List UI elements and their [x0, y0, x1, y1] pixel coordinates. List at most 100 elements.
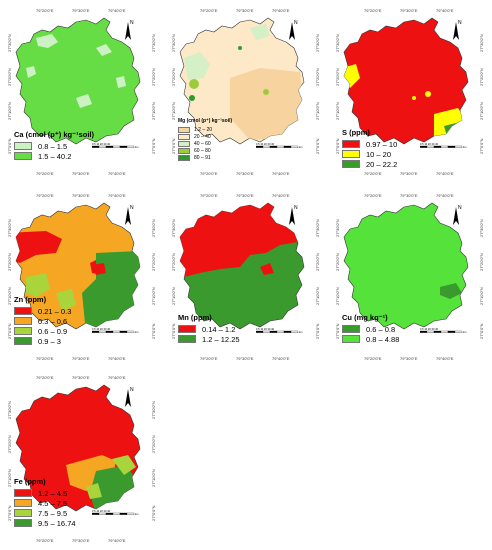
- legend-swatch: [178, 335, 196, 343]
- legend-item: 1.2 – 12.25: [178, 334, 240, 344]
- north-arrow-icon: [289, 207, 295, 225]
- longitude-label: 79°40'0"E: [108, 193, 126, 198]
- longitude-label: 79°30'0"E: [400, 356, 418, 361]
- legend-mg: Mg (cmol (p⁺) kg⁻¹soil) 1.2 – 20 20 – 40 40…: [178, 118, 232, 161]
- longitude-label: 79°20'0"E: [200, 356, 218, 361]
- legend-label: 0.14 – 1.2: [202, 324, 236, 334]
- map-panel-mn: 79°20'0"E 79°20'0"E 79°30'0"E 79°30'0"E 79°4…: [170, 193, 320, 363]
- legend-item: 0.9 – 3: [14, 336, 71, 346]
- longitude-label: 79°30'0"E: [72, 193, 90, 198]
- latitude-label: 27°20'0"N: [479, 68, 484, 86]
- svg-text:km: km: [463, 145, 466, 149]
- legend-title: Zn (ppm): [14, 295, 47, 304]
- latitude-label: 27°0'0"N: [7, 505, 12, 521]
- legend-item: 20 – 40: [178, 133, 232, 140]
- legend-item: 1.2 – 20: [178, 126, 232, 133]
- legend-title: Cu (mg kg⁻¹): [342, 313, 388, 322]
- scale-bar: 0 5 10 20 30 40 km: [92, 142, 138, 149]
- longitude-label: 79°20'0"E: [200, 193, 218, 198]
- scale-bar: 0 5 10 20 30 40 km: [92, 509, 138, 516]
- legend-label: 60 – 80: [194, 147, 211, 154]
- latitude-label: 27°30'0"N: [7, 401, 12, 419]
- longitude-label: 79°30'0"E: [236, 356, 254, 361]
- latitude-label: 27°10'0"N: [7, 287, 12, 305]
- legend-swatch: [342, 325, 360, 333]
- legend-label: 7.5 – 9.5: [38, 508, 68, 518]
- legend-swatch: [14, 509, 32, 517]
- legend-swatch: [342, 150, 360, 158]
- latitude-label: 27°0'0"N: [151, 138, 156, 154]
- north-arrow-icon: [125, 389, 131, 407]
- legend-swatch: [14, 152, 32, 160]
- latitude-label: 27°10'0"N: [479, 287, 484, 305]
- latitude-label: 27°20'0"N: [151, 68, 156, 86]
- latitude-label: 27°10'0"N: [335, 287, 340, 305]
- svg-text:0 5 10 20 30 40: 0 5 10 20 30 40: [420, 142, 439, 146]
- longitude-label: 79°40'0"E: [108, 356, 126, 361]
- north-arrow-icon: [125, 207, 131, 225]
- legend-title: Mn (ppm): [178, 313, 212, 322]
- latitude-label: 27°20'0"N: [171, 68, 176, 86]
- scale-bar: 0 5 10 20 30 40 km: [420, 327, 466, 334]
- longitude-label: 79°40'0"E: [272, 193, 290, 198]
- longitude-label: 79°20'0"E: [200, 8, 218, 13]
- legend-label: 0.3 – 0.6: [38, 316, 68, 326]
- latitude-label: 27°0'0"N: [479, 138, 484, 154]
- north-arrow-icon: [453, 207, 459, 225]
- latitude-label: 27°20'0"N: [7, 435, 12, 453]
- legend-title: Ca (cmol (p⁺) kg⁻¹soil): [14, 130, 95, 139]
- north-label: N: [458, 205, 462, 211]
- latitude-label: 27°10'0"N: [151, 102, 156, 120]
- legend-item: 1.5 – 40.2: [14, 151, 94, 161]
- latitude-label: 27°20'0"N: [7, 253, 12, 271]
- latitude-label: 27°30'0"N: [151, 34, 156, 52]
- legend-label: 1.2 – 12.25: [202, 334, 240, 344]
- scale-bar: 0 5 10 20 30 40 km: [420, 142, 466, 149]
- longitude-label: 79°40'0"E: [436, 171, 454, 176]
- longitude-label: 79°30'0"E: [72, 356, 90, 361]
- map-fe: [15, 384, 141, 512]
- legend-title: Fe (ppm): [14, 477, 46, 486]
- legend-swatch: [342, 335, 360, 343]
- latitude-label: 27°20'0"N: [151, 435, 156, 453]
- legend-item: 10 – 20: [342, 149, 397, 159]
- svg-text:km: km: [299, 145, 302, 149]
- north-label: N: [294, 205, 298, 211]
- north-arrow-icon: [453, 22, 459, 40]
- longitude-label: 79°30'0"E: [236, 193, 254, 198]
- map-panel-s: 79°20'0"E 79°20'0"E 79°30'0"E 79°30'0"E 79°4…: [334, 8, 484, 178]
- north-arrow-icon: [125, 22, 131, 40]
- longitude-label: 79°30'0"E: [236, 171, 254, 176]
- north-label: N: [294, 20, 298, 26]
- latitude-label: 27°20'0"N: [315, 253, 320, 271]
- legend-swatch: [14, 142, 32, 150]
- map-panel-cu: 79°20'0"E 79°20'0"E 79°30'0"E 79°30'0"E 79°4…: [334, 193, 484, 363]
- legend-zn: Zn (ppm) 0.21 – 0.3 0.3 – 0.6 0.6 – 0.9 0.9 …: [14, 295, 71, 346]
- legend-swatch: [14, 519, 32, 527]
- latitude-label: 27°20'0"N: [335, 68, 340, 86]
- latitude-label: 27°30'0"N: [335, 219, 340, 237]
- map-panel-zn: 79°20'0"E 79°20'0"E 79°30'0"E 79°30'0"E 79°4…: [6, 193, 156, 363]
- map-cu: [343, 202, 469, 330]
- longitude-label: 79°40'0"E: [436, 8, 454, 13]
- svg-text:0 5 10 20 30 40: 0 5 10 20 30 40: [92, 327, 111, 331]
- latitude-label: 27°10'0"N: [335, 102, 340, 120]
- longitude-label: 79°20'0"E: [364, 171, 382, 176]
- latitude-label: 27°0'0"N: [335, 138, 340, 154]
- longitude-label: 79°30'0"E: [72, 171, 90, 176]
- latitude-label: 27°0'0"N: [315, 323, 320, 339]
- latitude-label: 27°10'0"N: [479, 102, 484, 120]
- legend-mn: Mn (ppm) 0.14 – 1.2 1.2 – 12.25: [178, 313, 240, 344]
- legend-item: 7.5 – 9.5: [14, 508, 76, 518]
- legend-swatch: [14, 499, 32, 507]
- legend-label: 20 – 22.2: [366, 159, 398, 169]
- legend-swatch: [178, 147, 190, 154]
- legend-swatch: [178, 133, 190, 140]
- longitude-label: 79°30'0"E: [236, 8, 254, 13]
- latitude-label: 27°0'0"N: [479, 323, 484, 339]
- legend-cu: Cu (mg kg⁻¹) 0.6 – 0.8 0.8 – 4.88: [342, 313, 399, 344]
- legend-label: 0.8 – 4.88: [366, 334, 400, 344]
- legend-item: 80 – 91: [178, 154, 232, 161]
- map-panel-mg: 79°20'0"E 79°20'0"E 79°30'0"E 79°30'0"E 79°4…: [170, 8, 320, 178]
- longitude-label: 79°40'0"E: [436, 356, 454, 361]
